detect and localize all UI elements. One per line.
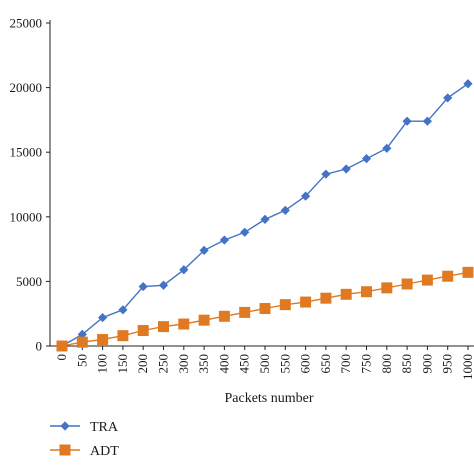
adt-point: [442, 270, 454, 282]
adt-point: [76, 336, 88, 348]
tra-point: [443, 93, 453, 103]
tra-point: [179, 265, 189, 275]
x-tick-label: 750: [359, 354, 374, 374]
x-tick-label: 200: [135, 354, 150, 374]
tra-point: [301, 191, 311, 201]
y-tick-label: 5000: [16, 274, 42, 289]
x-tick-label: 900: [419, 354, 434, 374]
adt-point: [279, 299, 291, 311]
tra-point: [280, 205, 290, 215]
x-tick-label: 50: [74, 354, 89, 367]
x-tick-label: 600: [298, 354, 313, 374]
tra-point: [158, 280, 169, 290]
x-tick-label: 500: [257, 354, 272, 374]
adt-point: [361, 286, 372, 298]
x-tick-label: 950: [440, 354, 455, 374]
tra-point: [219, 235, 229, 245]
x-tick-label: 0: [54, 354, 69, 361]
x-tick-label: 350: [196, 354, 211, 374]
tra-point: [382, 143, 392, 153]
tra-legend-marker: [60, 421, 70, 431]
x-tick-label: 650: [318, 354, 333, 374]
x-tick-label: 450: [237, 354, 252, 374]
tra-point: [240, 227, 250, 237]
adt-point: [158, 321, 169, 333]
tra-point: [199, 245, 209, 255]
x-tick-label: 550: [277, 354, 292, 374]
x-tick-label: 400: [216, 354, 231, 374]
adt-point: [462, 266, 474, 278]
tra-point: [138, 281, 148, 292]
x-tick-label: 100: [95, 354, 110, 374]
tra-point: [361, 154, 372, 164]
x-tick-label: 250: [156, 354, 171, 374]
adt-point: [401, 278, 413, 290]
tra-point: [98, 312, 108, 323]
y-tick-label: 10000: [10, 209, 43, 224]
tra-point: [422, 116, 432, 126]
adt-point: [421, 274, 433, 286]
adt-point: [239, 306, 251, 318]
adt-point: [97, 334, 109, 346]
y-tick-label: 15000: [10, 145, 43, 160]
adt-point: [178, 318, 190, 330]
tra-point: [402, 116, 412, 126]
adt-point: [56, 340, 68, 352]
adt-point: [320, 292, 332, 304]
legend: TRA ADT: [50, 420, 119, 459]
adt-point: [340, 288, 352, 300]
x-axis-title: Packets number: [224, 391, 313, 406]
x-tick-label: 850: [399, 354, 414, 374]
y-tick-label: 20000: [10, 80, 43, 95]
adt-point: [300, 296, 312, 308]
tra-point: [321, 169, 331, 179]
adt-point: [198, 314, 210, 326]
tra-point: [341, 164, 351, 174]
adt-point: [218, 310, 230, 322]
adt-point: [381, 282, 393, 294]
tra-point: [463, 79, 473, 89]
adt-point: [259, 303, 271, 315]
adt-legend-label: ADT: [90, 444, 119, 459]
x-tick-label: 800: [379, 354, 394, 374]
x-tick-label: 1000: [460, 354, 474, 380]
tra-point: [260, 214, 270, 224]
tra-legend-label: TRA: [90, 420, 119, 435]
plot-area: 0 5000 10000 15000 20000 25000 0 50 100 150 200 250…: [10, 16, 474, 380]
x-tick-label: 300: [176, 354, 191, 374]
x-tick-label: 150: [115, 354, 130, 374]
tra-point: [118, 305, 128, 315]
adt-point: [137, 324, 149, 336]
y-tick-label: 0: [36, 339, 43, 354]
x-tick-label: 700: [338, 354, 353, 374]
y-tick-label: 25000: [10, 16, 43, 31]
adt-legend-marker: [59, 444, 71, 456]
adt-point: [117, 330, 129, 342]
